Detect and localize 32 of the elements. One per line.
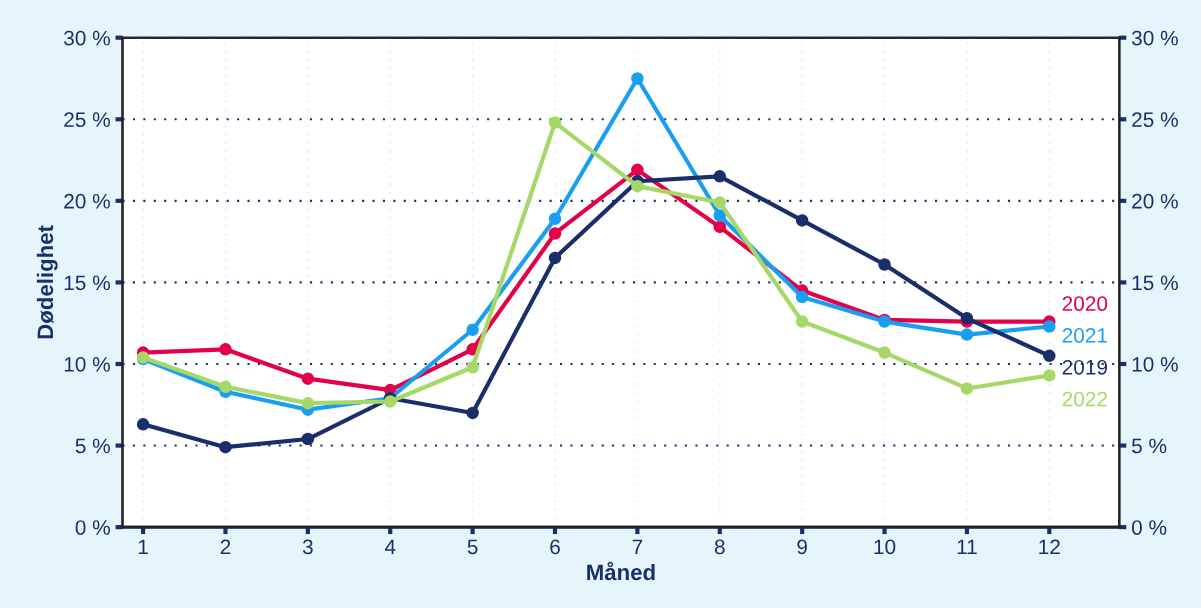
y-tick-label: 10 % bbox=[64, 356, 110, 372]
x-tick-label: 3 bbox=[302, 539, 313, 555]
y2-tick-label: 25 % bbox=[1132, 112, 1178, 128]
x-tick-label: 5 bbox=[467, 539, 478, 555]
series-label: 2021 bbox=[1062, 328, 1107, 343]
x-tick-label: 6 bbox=[550, 539, 560, 555]
x-tick-label: 9 bbox=[797, 539, 807, 555]
y2-tick-label: 30 % bbox=[1131, 30, 1178, 46]
series-label: 2020 bbox=[1062, 296, 1108, 312]
y2-tick-label: 5 % bbox=[1131, 438, 1167, 454]
y-axis-title: Dødelighet bbox=[36, 225, 58, 339]
x-tick-label: 1 bbox=[138, 539, 148, 555]
x-tick-label: 4 bbox=[384, 539, 396, 555]
x-axis-title: Måned bbox=[587, 561, 655, 581]
x-tick-label: 10 bbox=[874, 539, 896, 555]
y-tick-label: 0 % bbox=[75, 520, 110, 535]
y-tick-label: 5 % bbox=[75, 438, 110, 454]
x-tick-label: 11 bbox=[957, 539, 977, 555]
series-label: 2019 bbox=[1062, 359, 1108, 375]
x-tick-label: 8 bbox=[714, 539, 725, 555]
series-label: 2022 bbox=[1062, 391, 1107, 407]
x-tick-label: 12 bbox=[1039, 539, 1060, 555]
y2-tick-label: 10 % bbox=[1132, 356, 1178, 372]
x-tick-label: 7 bbox=[632, 539, 643, 555]
y-tick-label: 15 % bbox=[64, 275, 110, 291]
y2-tick-label: 0 % bbox=[1131, 520, 1167, 535]
y2-tick-label: 15 % bbox=[1132, 275, 1178, 291]
y-tick-label: 30 % bbox=[64, 30, 110, 46]
y2-tick-label: 20 % bbox=[1132, 193, 1178, 209]
y-tick-label: 20 % bbox=[64, 193, 110, 209]
y-tick-label: 25 % bbox=[64, 112, 110, 128]
x-tick-label: 2 bbox=[220, 539, 231, 555]
